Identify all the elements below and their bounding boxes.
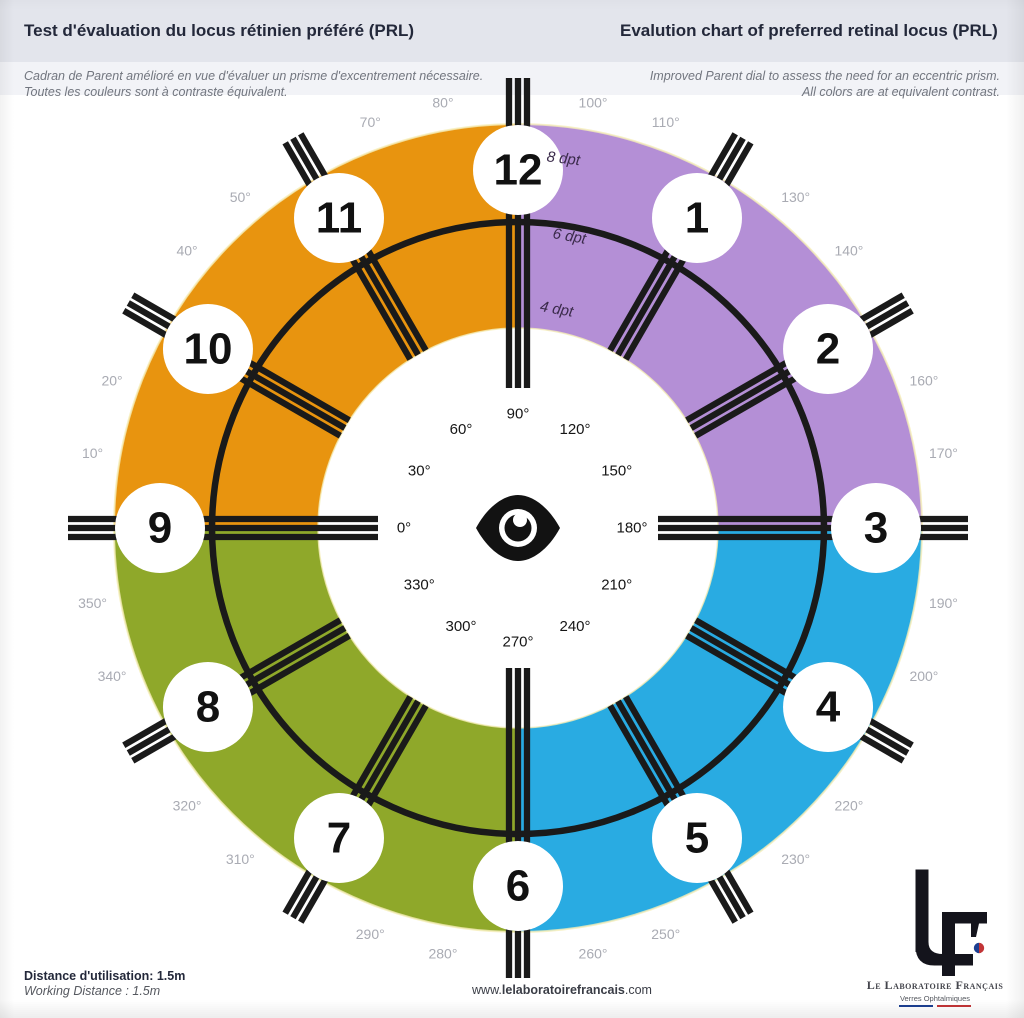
svg-text:200°: 200° xyxy=(909,668,938,684)
svg-text:180°: 180° xyxy=(616,520,647,537)
svg-text:270°: 270° xyxy=(502,634,533,651)
svg-text:190°: 190° xyxy=(929,595,958,611)
svg-text:30°: 30° xyxy=(408,463,431,480)
svg-text:160°: 160° xyxy=(909,372,938,388)
svg-text:10°: 10° xyxy=(82,445,103,461)
svg-text:320°: 320° xyxy=(173,798,202,814)
svg-text:100°: 100° xyxy=(579,95,608,111)
svg-text:220°: 220° xyxy=(834,798,863,814)
svg-text:120°: 120° xyxy=(559,421,590,438)
svg-text:0°: 0° xyxy=(397,520,411,537)
svg-text:170°: 170° xyxy=(929,445,958,461)
svg-text:140°: 140° xyxy=(834,242,863,258)
svg-text:90°: 90° xyxy=(507,406,530,423)
svg-text:150°: 150° xyxy=(601,463,632,480)
svg-text:7: 7 xyxy=(327,814,351,863)
svg-text:250°: 250° xyxy=(651,926,680,942)
svg-text:240°: 240° xyxy=(559,618,590,635)
svg-text:3: 3 xyxy=(864,504,888,553)
svg-text:80°: 80° xyxy=(432,95,453,111)
svg-text:50°: 50° xyxy=(230,189,251,205)
svg-text:230°: 230° xyxy=(781,851,810,867)
svg-text:350°: 350° xyxy=(78,595,107,611)
svg-text:12: 12 xyxy=(494,146,543,195)
svg-text:210°: 210° xyxy=(601,577,632,594)
svg-text:11: 11 xyxy=(316,193,363,242)
svg-text:4: 4 xyxy=(816,683,841,732)
svg-text:60°: 60° xyxy=(450,421,473,438)
svg-text:1: 1 xyxy=(685,193,709,242)
svg-text:130°: 130° xyxy=(781,189,810,205)
svg-text:9: 9 xyxy=(148,504,172,553)
svg-text:300°: 300° xyxy=(445,618,476,635)
svg-text:330°: 330° xyxy=(404,577,435,594)
svg-text:8: 8 xyxy=(196,683,220,732)
svg-text:110°: 110° xyxy=(652,114,680,130)
svg-text:260°: 260° xyxy=(579,945,608,961)
svg-text:5: 5 xyxy=(685,814,709,863)
svg-text:20°: 20° xyxy=(101,372,122,388)
svg-text:290°: 290° xyxy=(356,926,385,942)
svg-text:70°: 70° xyxy=(360,114,381,130)
svg-text:10: 10 xyxy=(183,325,232,374)
svg-text:340°: 340° xyxy=(98,668,127,684)
svg-text:2: 2 xyxy=(816,325,840,374)
svg-text:280°: 280° xyxy=(428,945,457,961)
svg-text:40°: 40° xyxy=(176,242,197,258)
svg-text:310°: 310° xyxy=(226,851,255,867)
svg-text:6: 6 xyxy=(506,862,530,911)
